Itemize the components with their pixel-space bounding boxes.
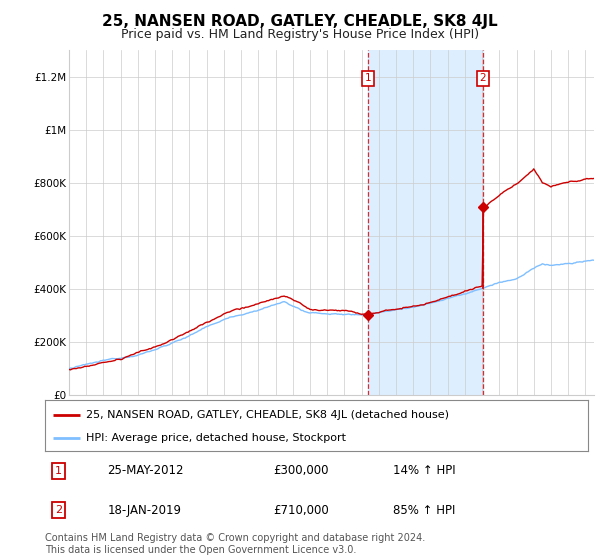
Text: 18-JAN-2019: 18-JAN-2019: [107, 504, 181, 517]
Text: 25-MAY-2012: 25-MAY-2012: [107, 464, 184, 478]
Text: 14% ↑ HPI: 14% ↑ HPI: [392, 464, 455, 478]
Text: 25, NANSEN ROAD, GATLEY, CHEADLE, SK8 4JL: 25, NANSEN ROAD, GATLEY, CHEADLE, SK8 4J…: [102, 14, 498, 29]
Text: HPI: Average price, detached house, Stockport: HPI: Average price, detached house, Stoc…: [86, 433, 346, 443]
Text: Price paid vs. HM Land Registry's House Price Index (HPI): Price paid vs. HM Land Registry's House …: [121, 28, 479, 41]
Text: Contains HM Land Registry data © Crown copyright and database right 2024.
This d: Contains HM Land Registry data © Crown c…: [45, 533, 425, 555]
Text: £300,000: £300,000: [273, 464, 329, 478]
Bar: [368, 50, 483, 395]
Text: 85% ↑ HPI: 85% ↑ HPI: [392, 504, 455, 517]
Text: 2: 2: [479, 73, 486, 83]
Text: 1: 1: [365, 73, 371, 83]
Text: £710,000: £710,000: [273, 504, 329, 517]
Text: 1: 1: [55, 466, 62, 476]
Text: 25, NANSEN ROAD, GATLEY, CHEADLE, SK8 4JL (detached house): 25, NANSEN ROAD, GATLEY, CHEADLE, SK8 4J…: [86, 409, 449, 419]
Text: 2: 2: [55, 505, 62, 515]
